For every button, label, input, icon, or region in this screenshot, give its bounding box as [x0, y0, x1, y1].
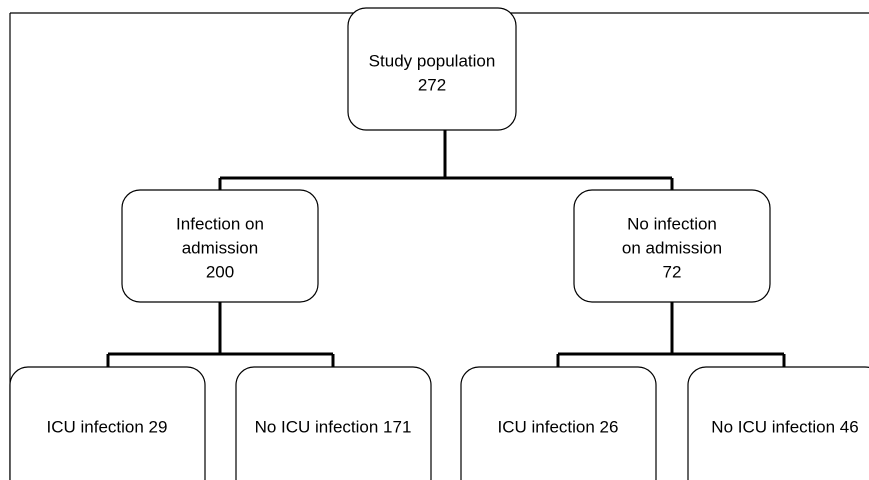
node-box — [573, 189, 771, 303]
node-box — [121, 189, 319, 303]
node-label: No ICU infection 46 — [711, 417, 858, 436]
node-box — [460, 366, 657, 480]
node-label: No infection — [627, 214, 717, 233]
connector — [106, 302, 335, 368]
node-label: ICU infection 26 — [498, 417, 619, 436]
connector — [556, 302, 786, 368]
node-box — [9, 366, 206, 480]
node-label: admission — [182, 238, 259, 257]
node-box — [235, 366, 432, 480]
node-label: ICU infection 29 — [47, 417, 168, 436]
node-label: Study population — [369, 51, 496, 70]
node-box — [687, 366, 869, 480]
node-label: Infection on — [176, 214, 264, 233]
node-label: 272 — [418, 75, 446, 94]
node-label: 200 — [206, 262, 234, 281]
connector — [218, 130, 674, 191]
node-label: on admission — [622, 238, 722, 257]
node-label: 72 — [663, 262, 682, 281]
node-label: No ICU infection 171 — [255, 417, 412, 436]
node-box — [347, 7, 517, 131]
